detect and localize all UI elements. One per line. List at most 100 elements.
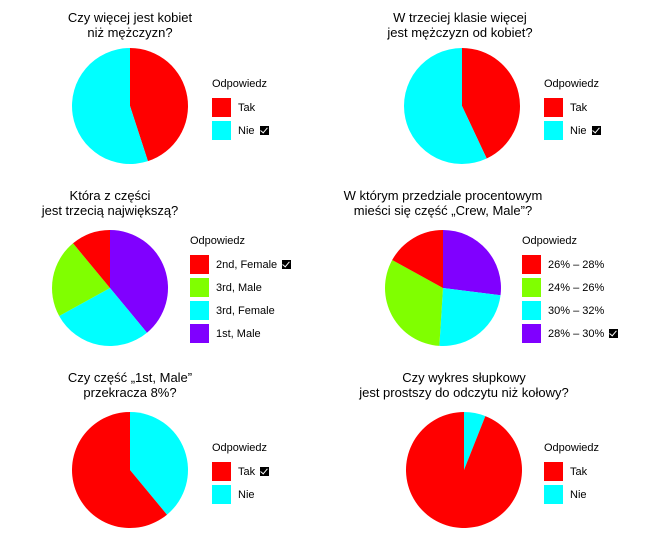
legend-item: 2nd, Female bbox=[190, 253, 292, 276]
pie-slice bbox=[71, 412, 167, 528]
pie-chart bbox=[72, 48, 189, 164]
pie-chart bbox=[71, 412, 188, 528]
pie-slice bbox=[406, 412, 522, 528]
legend-swatch bbox=[544, 462, 563, 481]
legend-swatch bbox=[522, 301, 541, 320]
legend-label: 3rd, Male bbox=[216, 281, 262, 294]
chart-title: W trzeciej klasie więcej jest mężczyzn od… bbox=[387, 10, 532, 40]
legend-swatch bbox=[212, 485, 231, 504]
legend-item: 30% – 32% bbox=[522, 299, 618, 322]
pie-slice bbox=[462, 48, 520, 159]
pie-slice bbox=[404, 48, 487, 164]
legend: Odpowiedz Tak Nie bbox=[212, 78, 269, 142]
chart-title: Czy część „1st, Male” przekracza 8%? bbox=[68, 370, 192, 400]
legend-label: Nie bbox=[570, 124, 587, 137]
legend-label: Nie bbox=[570, 488, 587, 501]
legend-title: Odpowiedz bbox=[190, 235, 246, 247]
legend-item: Tak bbox=[544, 96, 601, 119]
legend: Odpowiedz 2nd, Female 3rd, Male 3rd, Female… bbox=[190, 235, 292, 345]
pie-slice bbox=[72, 48, 148, 164]
checkmark-icon bbox=[259, 126, 269, 135]
checkmark-icon bbox=[260, 467, 270, 476]
legend-item: 3rd, Female bbox=[190, 299, 291, 322]
chart-title: Czy więcej jest kobiet niż mężczyzn? bbox=[68, 10, 192, 40]
legend-swatch bbox=[212, 462, 231, 481]
chart-title-line: Czy część „1st, Male” bbox=[67, 370, 193, 385]
legend-swatch bbox=[544, 121, 563, 140]
pie-chart bbox=[406, 412, 522, 528]
legend-label: 1st, Male bbox=[216, 327, 261, 340]
legend-title: Odpowiedz bbox=[544, 78, 600, 90]
legend-swatch bbox=[190, 278, 209, 297]
legend-swatch bbox=[190, 324, 209, 343]
legend-item: Tak bbox=[544, 460, 599, 483]
legend-swatch bbox=[190, 255, 209, 274]
legend-title: Odpowiedz bbox=[522, 235, 578, 247]
checkmark-icon bbox=[282, 260, 292, 269]
legend-label: 28% – 30% bbox=[548, 327, 605, 340]
legend-label: Nie bbox=[238, 488, 255, 501]
chart-title-line: przekracza 8%? bbox=[83, 385, 177, 400]
pie-chart bbox=[404, 48, 520, 164]
legend: Odpowiedz Tak Nie bbox=[544, 442, 599, 506]
legend-swatch bbox=[190, 301, 209, 320]
legend-label: 3rd, Female bbox=[216, 304, 275, 317]
chart-title: W którym przedziale procentowym mieści si… bbox=[344, 188, 543, 218]
legend-title: Odpowiedz bbox=[212, 442, 268, 454]
chart-title-line: jest trzecią największą? bbox=[41, 203, 179, 218]
chart-title: Czy wykres słupkowy jest prostszy do odcz… bbox=[359, 370, 569, 400]
legend-item: Tak bbox=[212, 460, 270, 483]
chart-title-line: Czy więcej jest kobiet bbox=[67, 10, 193, 25]
legend-label: 26% – 28% bbox=[548, 258, 605, 271]
pie-slice bbox=[464, 412, 486, 470]
legend-title: Odpowiedz bbox=[544, 442, 600, 454]
legend: Odpowiedz Tak Nie bbox=[212, 442, 270, 506]
pie-slice bbox=[59, 288, 147, 346]
legend-item: 1st, Male bbox=[190, 322, 291, 345]
legend-label: Tak bbox=[238, 465, 256, 478]
legend-label: Nie bbox=[238, 124, 255, 137]
legend-item: Nie bbox=[212, 119, 269, 142]
pie-slice bbox=[73, 230, 110, 288]
chart-title-line: Która z części bbox=[69, 188, 151, 203]
legend-swatch bbox=[522, 324, 541, 343]
legend-item: 26% – 28% bbox=[522, 253, 618, 276]
legend-swatch bbox=[212, 98, 231, 117]
legend-item: Nie bbox=[544, 119, 601, 142]
legend: Odpowiedz Tak Nie bbox=[544, 78, 601, 142]
chart-title-line: mieści się część „Crew, Male”? bbox=[353, 203, 533, 218]
chart-title-line: jest mężczyzn od kobiet? bbox=[387, 25, 533, 40]
pie-slice bbox=[110, 230, 168, 333]
legend-swatch bbox=[544, 98, 563, 117]
legend-title: Odpowiedz bbox=[212, 78, 268, 90]
chart-title-line: jest prostszy do odczytu niż kołowy? bbox=[359, 385, 569, 400]
chart-title-line: niż mężczyzn? bbox=[87, 25, 173, 40]
legend-item: Tak bbox=[212, 96, 269, 119]
legend-swatch bbox=[522, 278, 541, 297]
legend-swatch bbox=[212, 121, 231, 140]
chart-title-line: Czy wykres słupkowy bbox=[402, 370, 526, 385]
legend-item: 24% – 26% bbox=[522, 276, 618, 299]
pie-slice bbox=[392, 230, 443, 288]
legend-label: Tak bbox=[570, 101, 588, 114]
pie-slice bbox=[443, 230, 501, 296]
legend-label: 24% – 26% bbox=[548, 281, 605, 294]
pie-slice bbox=[52, 243, 110, 316]
checkmark-icon bbox=[591, 126, 601, 135]
pie-chart bbox=[385, 230, 501, 346]
legend-swatch bbox=[544, 485, 563, 504]
pie-slice bbox=[439, 288, 501, 346]
pie-chart bbox=[52, 230, 168, 346]
legend-item: Nie bbox=[544, 483, 599, 506]
chart-title: Która z części jest trzecią największą? bbox=[42, 188, 179, 218]
legend-item: 3rd, Male bbox=[190, 276, 291, 299]
pie-slice bbox=[130, 412, 188, 515]
legend-label: Tak bbox=[238, 101, 256, 114]
legend-item: Nie bbox=[212, 483, 269, 506]
legend-swatch bbox=[522, 255, 541, 274]
legend-label: Tak bbox=[570, 465, 588, 478]
pie-slice bbox=[130, 48, 189, 162]
chart-title-line: W trzeciej klasie więcej bbox=[393, 10, 527, 25]
legend: Odpowiedz 26% – 28% 24% – 26% 30% – 32% 28% … bbox=[522, 235, 619, 345]
pie-slice bbox=[385, 260, 443, 346]
